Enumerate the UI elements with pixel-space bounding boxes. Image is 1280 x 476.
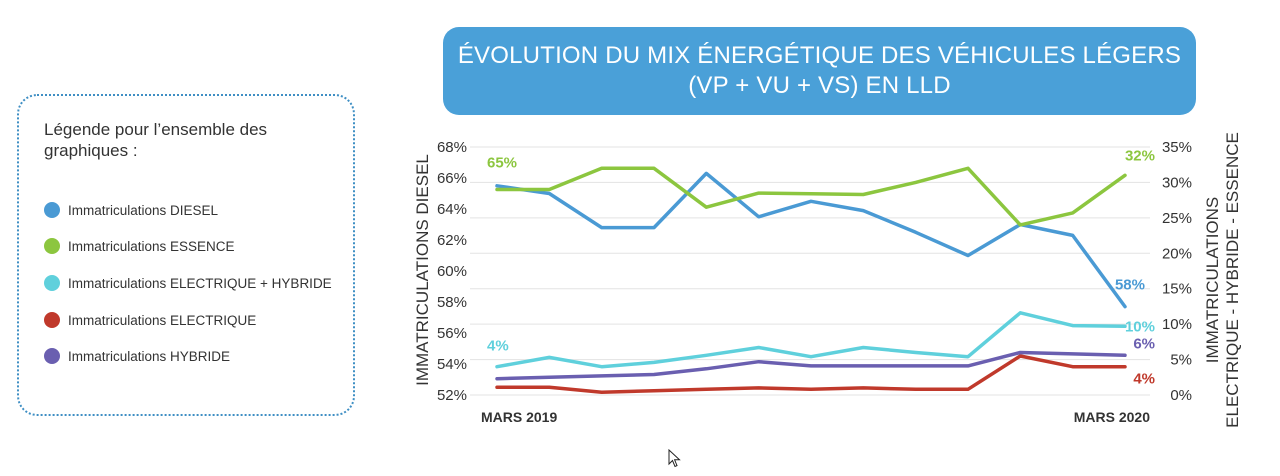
chart-title-banner: ÉVOLUTION DU MIX ÉNERGÉTIQUE DES VÉHICUL… — [443, 27, 1196, 115]
data-label-end-essence: 32% — [1125, 147, 1155, 164]
legend-item-electrique-hybride: Immatriculations ELECTRIQUE + HYBRIDE — [44, 273, 332, 293]
data-label-start-essence: 65% — [487, 155, 517, 172]
y-right-tick-label: 25% — [1162, 210, 1192, 227]
x-tick-label: MARS 2020 — [1074, 409, 1150, 425]
legend-dot-hybride — [44, 348, 60, 364]
legend-item-electrique: Immatriculations ELECTRIQUE — [44, 310, 256, 330]
y-left-tick-label: 68% — [437, 139, 467, 156]
y-left-tick-label: 66% — [437, 170, 467, 187]
legend-title: Légende pour l’ensemble des graphiques : — [44, 120, 268, 160]
x-tick-label: MARS 2019 — [481, 409, 557, 425]
y-left-tick-label: 60% — [437, 263, 467, 280]
legend-label-diesel: Immatriculations DIESEL — [68, 202, 219, 218]
legend-dot-electrique — [44, 312, 60, 328]
data-label-start-electrique-hybride: 4% — [487, 338, 509, 355]
series-line-electrique-hybride — [495, 311, 1127, 369]
y-left-tick-label: 52% — [437, 387, 467, 404]
y-left-tick-label: 54% — [437, 356, 467, 373]
y-right-axis-title-line1: IMMATRICULATIONS — [1203, 197, 1222, 364]
y-right-tick-label: 35% — [1162, 139, 1192, 156]
legend-label-electrique: Immatriculations ELECTRIQUE — [68, 312, 257, 328]
y-right-tick-label: 0% — [1170, 387, 1192, 404]
legend-dot-electrique-hybride — [44, 275, 60, 291]
y-right-tick-label: 30% — [1162, 174, 1192, 191]
legend-item-hybride: Immatriculations HYBRIDE — [44, 346, 230, 366]
legend-dot-essence — [44, 238, 60, 254]
y-left-axis-title: IMMATRICULATIONS DIESEL — [413, 154, 432, 386]
y-left-tick-label: 62% — [437, 232, 467, 249]
y-left-tick-label: 56% — [437, 325, 467, 342]
y-right-tick-label: 20% — [1162, 245, 1192, 262]
y-right-tick-label: 5% — [1170, 352, 1192, 369]
y-right-tick-label: 10% — [1162, 316, 1192, 333]
data-label-end-electrique-hybride: 10% — [1125, 318, 1155, 335]
legend-item-essence: Immatriculations ESSENCE — [44, 236, 235, 256]
legend-label-electrique-hybride: Immatriculations ELECTRIQUE + HYBRIDE — [68, 275, 332, 291]
data-label-end-diesel: 58% — [1115, 277, 1145, 294]
legend-box: Légende pour l’ensemble des graphiques :… — [17, 94, 355, 416]
legend-label-hybride: Immatriculations HYBRIDE — [68, 348, 231, 364]
y-left-tick-label: 64% — [437, 201, 467, 218]
series-line-hybride — [495, 350, 1127, 381]
chart-title-line2: (VP + VU + VS) EN LLD — [688, 72, 951, 99]
legend-label-essence: Immatriculations ESSENCE — [68, 238, 235, 254]
y-right-axis-title-line2: ELECTRIQUE - HYBRIDE - ESSENCE — [1223, 132, 1242, 428]
y-right-tick-label: 15% — [1162, 281, 1192, 298]
data-label-end-electrique: 4% — [1133, 371, 1155, 388]
mouse-cursor-icon — [668, 449, 681, 468]
data-label-end-hybride: 6% — [1133, 335, 1155, 352]
chart-title-line1: ÉVOLUTION DU MIX ÉNERGÉTIQUE DES VÉHICUL… — [457, 42, 1182, 69]
y-left-tick-label: 58% — [437, 294, 467, 311]
series-line-electrique — [495, 354, 1127, 394]
legend-dot-diesel — [44, 202, 60, 218]
series-line-essence — [495, 166, 1127, 227]
legend-item-diesel: Immatriculations DIESEL — [44, 200, 218, 220]
